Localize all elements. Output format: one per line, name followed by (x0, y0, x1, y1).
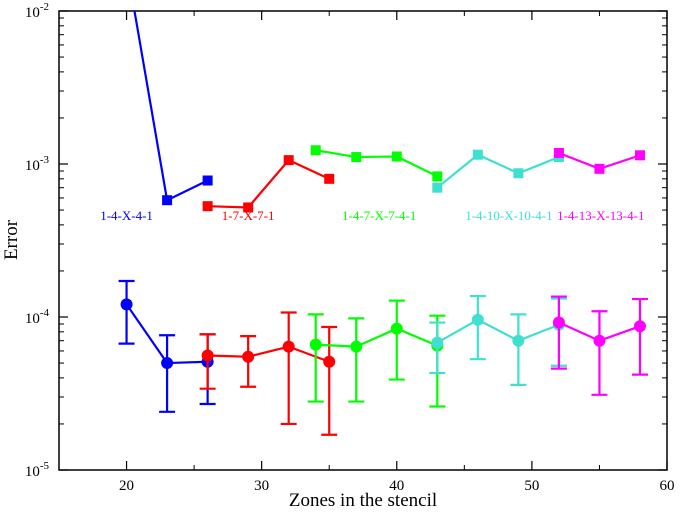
square-marker-1-4-10-x-10-4-1 (472, 149, 483, 160)
series-line-circles-1-4-10-x-10-4-1 (436, 318, 560, 344)
x-tick-label: 60 (660, 478, 675, 494)
circle-marker-1-4-13-x-13-4-1 (552, 316, 565, 329)
series-line-squares-1-7-x-7-1 (207, 158, 330, 209)
circle-marker-1-4-7-x-7-4-1 (309, 338, 322, 351)
series-label-1-4-x-4-1: 1-4-X-4-1 (100, 208, 153, 223)
series-label-1-7-x-7-1: 1-7-X-7-1 (222, 208, 275, 223)
square-marker-1-4-10-x-10-4-1 (432, 182, 443, 193)
square-marker-1-4-7-x-7-4-1 (310, 145, 321, 156)
square-marker-1-4-7-x-7-4-1 (391, 151, 402, 162)
x-tick-label: 20 (119, 478, 134, 494)
circle-marker-1-4-10-x-10-4-1 (512, 334, 525, 347)
circle-marker-1-4-x-4-1 (120, 298, 133, 311)
circle-marker-1-4-7-x-7-4-1 (350, 340, 363, 353)
square-marker-1-7-x-7-1 (243, 202, 254, 213)
series-line-squares-1-4-7-x-7-4-1 (315, 149, 438, 178)
circle-marker-1-7-x-7-1 (201, 349, 214, 362)
circle-marker-1-4-13-x-13-4-1 (593, 334, 606, 347)
y-tick-label: 10-2 (25, 1, 49, 21)
y-tick-label: 10-4 (25, 307, 50, 327)
y-tick-label: 10-5 (25, 460, 50, 480)
y-tick-label: 10-3 (25, 154, 50, 174)
square-marker-1-7-x-7-1 (324, 173, 335, 184)
square-marker-1-4-7-x-7-4-1 (432, 171, 443, 182)
x-axis-title: Zones in the stencil (289, 490, 437, 511)
series-label-1-4-7-x-7-4-1: 1-4-7-X-7-4-1 (342, 208, 416, 223)
x-tick-label: 50 (524, 478, 539, 494)
square-marker-1-4-x-4-1 (202, 175, 213, 186)
series-line-squares-1-4-x-4-1 (133, 11, 209, 202)
x-tick-label: 40 (389, 478, 404, 494)
circle-marker-1-7-x-7-1 (323, 355, 336, 368)
square-marker-1-4-13-x-13-4-1 (553, 148, 564, 159)
series-label-1-4-10-x-10-4-1: 1-4-10-X-10-4-1 (465, 208, 552, 223)
square-marker-1-7-x-7-1 (202, 201, 213, 212)
series-label-1-4-13-x-13-4-1: 1-4-13-X-13-4-1 (557, 208, 644, 223)
square-marker-1-4-10-x-10-4-1 (513, 168, 524, 179)
circle-marker-1-7-x-7-1 (282, 340, 295, 353)
circle-marker-1-4-10-x-10-4-1 (431, 336, 444, 349)
circle-marker-1-4-x-4-1 (161, 357, 174, 370)
square-marker-1-7-x-7-1 (283, 155, 294, 166)
square-marker-1-4-13-x-13-4-1 (634, 150, 645, 161)
circle-marker-1-7-x-7-1 (242, 350, 255, 363)
square-marker-1-4-x-4-1 (162, 195, 173, 206)
square-marker-1-4-13-x-13-4-1 (594, 163, 605, 174)
square-marker-1-4-7-x-7-4-1 (351, 152, 362, 163)
circle-marker-1-4-13-x-13-4-1 (633, 320, 646, 333)
series-line-squares-1-4-10-x-10-4-1 (436, 153, 560, 189)
plot-frame (58, 10, 668, 471)
y-axis-title: Error (1, 219, 22, 260)
circle-marker-1-4-7-x-7-4-1 (390, 322, 403, 335)
x-tick-label: 30 (254, 478, 269, 494)
circle-marker-1-4-10-x-10-4-1 (471, 313, 484, 326)
series-line-circles-1-7-x-7-1 (207, 345, 330, 363)
series-line-circles-1-4-7-x-7-4-1 (315, 327, 438, 348)
